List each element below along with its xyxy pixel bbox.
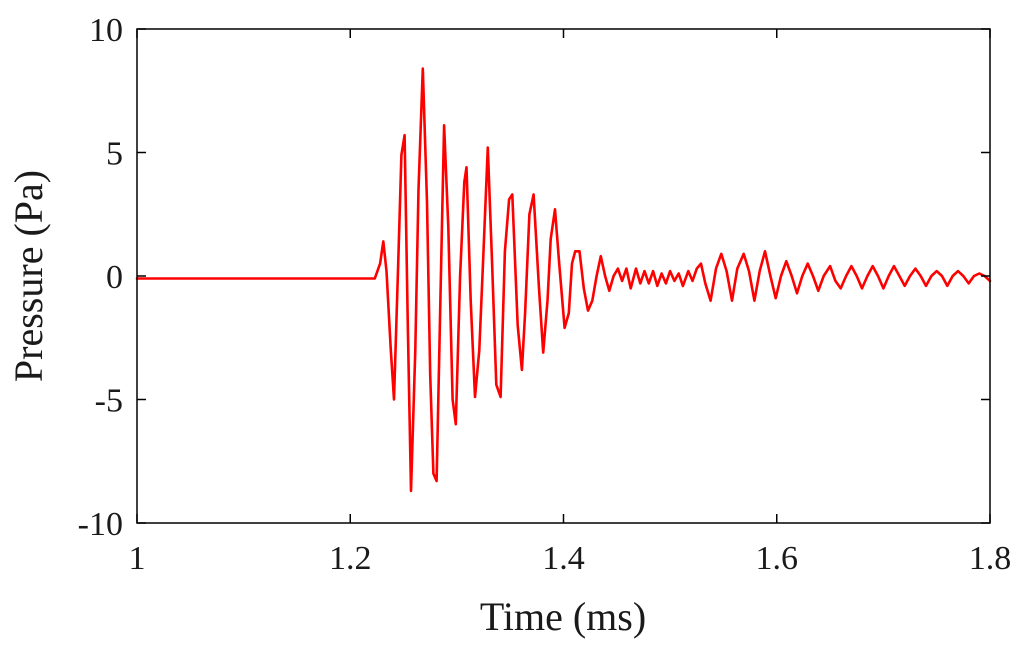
x-tick-label: 1.2 xyxy=(329,540,372,577)
axis-ticks: 1 1.2 1.4 1.6 1.8 10 5 0 -5 -10 xyxy=(78,12,1012,577)
x-tick-label: 1 xyxy=(129,540,146,577)
y-tick-label: 0 xyxy=(106,259,123,296)
y-tick-label: -5 xyxy=(95,383,123,420)
y-tick-label: 5 xyxy=(106,136,123,173)
y-tick-label: 10 xyxy=(89,12,123,49)
plot-frame xyxy=(136,28,991,524)
x-tick-label: 1.6 xyxy=(756,540,799,577)
series-line-0 xyxy=(135,67,992,493)
x-tick-label: 1.4 xyxy=(542,540,585,577)
y-axis-title: Pressure (Pa) xyxy=(6,170,51,382)
x-axis-title: Time (ms) xyxy=(480,594,646,639)
y-tick-label: -10 xyxy=(78,506,123,543)
plot-area xyxy=(135,67,992,493)
x-tick-label: 1.8 xyxy=(969,540,1012,577)
